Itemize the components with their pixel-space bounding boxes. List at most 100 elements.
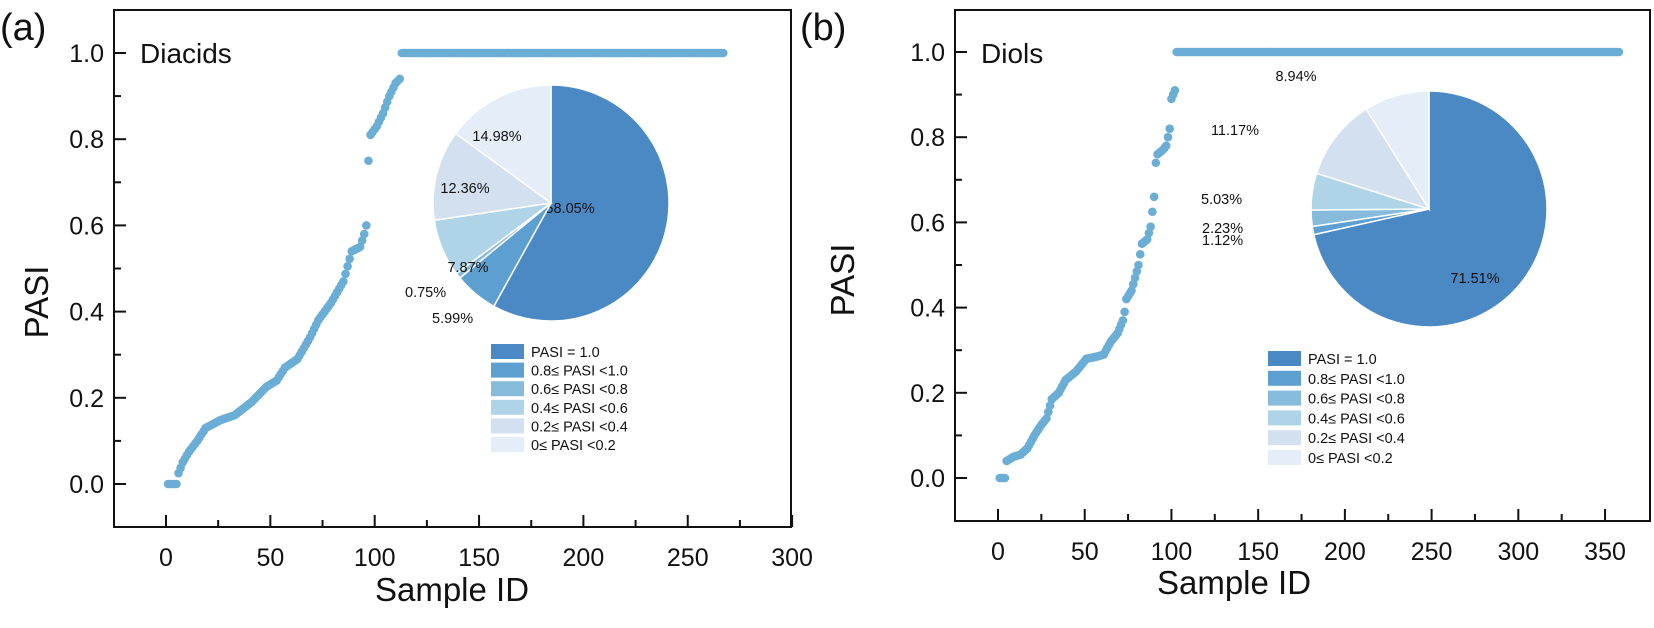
pie-slice-label: 58.05% [545,201,594,217]
pie-slice [492,84,670,322]
data-point [1135,250,1145,259]
data-point [339,277,348,286]
y-tick-label: 0.2 [69,385,104,413]
y-axis-title-a: PASI [18,266,55,339]
plot-frame-b [954,9,1651,522]
legend-entry-label: 0.4≤ PASI <0.6 [1308,411,1405,427]
data-point [1134,260,1143,270]
data-point [1161,141,1171,151]
legend-entry-label: 0≤ PASI <0.2 [531,438,616,454]
data-point [718,48,728,58]
pie-slice [1312,90,1548,328]
legend-swatch [491,437,524,452]
x-tick-label: 100 [1151,538,1193,566]
data-point [355,242,365,252]
y-tick-label: 0.4 [910,295,945,323]
inset-title-b: Diols [981,38,1043,69]
legend-entry-label: 0≤ PASI <0.2 [1308,451,1393,467]
data-point [343,262,352,271]
y-tick-label: 0.0 [69,471,104,499]
y-axis-title-b: PASI [824,244,861,317]
data-point [359,229,369,239]
legend-entry-label: 0.8≤ PASI <1.0 [531,364,628,380]
pie-slice-label: 14.98% [472,129,521,145]
y-tick-label: 0.2 [910,380,945,408]
x-tick-label: 50 [256,544,284,572]
x-tick-label: 150 [1237,538,1279,566]
x-tick-label: 250 [1411,538,1453,566]
pie-slice-label: 1.12% [1202,233,1243,249]
legend-entry-label: 0.6≤ PASI <0.8 [1308,392,1405,408]
y-tick-label: 1.0 [69,40,104,68]
data-point [345,254,354,264]
pie-chart-a: 58.05% 5.99% 0.75%7.87% 12.36% 14.98% [405,84,670,327]
legend-entry-label: 0.8≤ PASI <1.0 [1308,372,1405,388]
data-point [1148,207,1157,217]
x-axis-title-b: Sample ID [1157,564,1311,601]
x-tick-label: 300 [1497,538,1539,566]
ticks-a: 0 50 100 150 200 250 300 0.0 0.2 0.4 0.6 0.8 1.0 [69,40,813,572]
pie-slice-label: 0.75% [405,285,446,301]
inset-title-a: Diacids [140,38,232,69]
x-tick-label: 200 [563,544,605,572]
legend-swatch [1268,370,1301,386]
data-point [1170,86,1180,95]
x-tick-label: 0 [991,538,1005,566]
data-point [362,221,371,230]
data-point [1149,192,1159,202]
x-tick-label: 250 [667,544,709,572]
legend-entry-label: PASI = 1.0 [531,345,600,361]
legend-entry-label: 0.2≤ PASI <0.4 [531,419,628,435]
legend-swatch [1268,351,1301,366]
legend-swatch [491,381,524,397]
data-point [395,74,405,84]
data-point [1118,316,1128,325]
panel-a-diacids: (a) 0 50 100 150 200 250 300 0.0 0.2 0.4 0.6 0.8 1.0… [0,7,813,608]
x-tick-label: 150 [458,544,500,572]
pie-slice [454,84,552,205]
y-tick-label: 1.0 [910,39,945,67]
data-point [1000,473,1010,483]
legend-swatch [1268,430,1301,446]
scatter-points-a [163,48,728,489]
legend-entry-label: 0.6≤ PASI <0.8 [531,382,628,398]
data-point [1614,47,1624,57]
data-point [1165,124,1175,133]
y-tick-label: 0.8 [910,124,945,152]
legend-swatch [491,344,524,359]
x-tick-label: 350 [1584,538,1626,566]
y-tick-label: 0.6 [910,209,945,237]
data-point [357,236,367,245]
x-tick-label: 50 [1071,538,1099,566]
scatter-points-b [995,47,1624,483]
panel-b-diols: (b) 0 50 100 150 200 250 300 350 0.0 0.2 0.4 0.6 0.8… [800,7,1651,601]
panel-label-a: (a) [0,7,46,49]
legend-swatch [1268,390,1301,406]
ticks-b: 0 50 100 150 200 250 300 350 0.0 0.2 0.4 0.6 0.8 1.0 [910,39,1626,566]
legend-entry-label: 0.2≤ PASI <0.4 [1308,431,1405,447]
x-tick-label: 300 [771,544,813,572]
data-point [1120,307,1129,317]
pie-slice-label: 11.17% [1211,123,1259,139]
pie-slice [1315,108,1431,211]
y-tick-label: 0.0 [910,465,945,493]
legend-swatch [1268,450,1301,465]
legend-a: PASI = 1.0 0.8≤ PASI <1.0 0.6≤ PASI <0.8 0.… [491,344,628,454]
x-tick-label: 0 [159,544,173,572]
y-tick-label: 0.4 [69,299,104,327]
legend-swatch [1268,410,1301,426]
y-tick-label: 0.8 [69,126,104,154]
pie-slice-label: 5.99% [432,311,473,327]
pie-slice-label: 71.51% [1450,271,1499,287]
pie-slice [432,132,553,222]
legend-b: PASI = 1.0 0.8≤ PASI <1.0 0.6≤ PASI <0.8 0.… [1268,351,1405,467]
x-tick-label: 200 [1324,538,1366,566]
x-axis-title-a: Sample ID [375,571,529,608]
y-tick-label: 0.6 [69,212,104,240]
data-point [1163,132,1173,142]
pie-slice-label: 12.36% [440,181,489,197]
data-point [1146,222,1155,231]
data-point [1151,158,1161,168]
legend-swatch [491,418,524,434]
